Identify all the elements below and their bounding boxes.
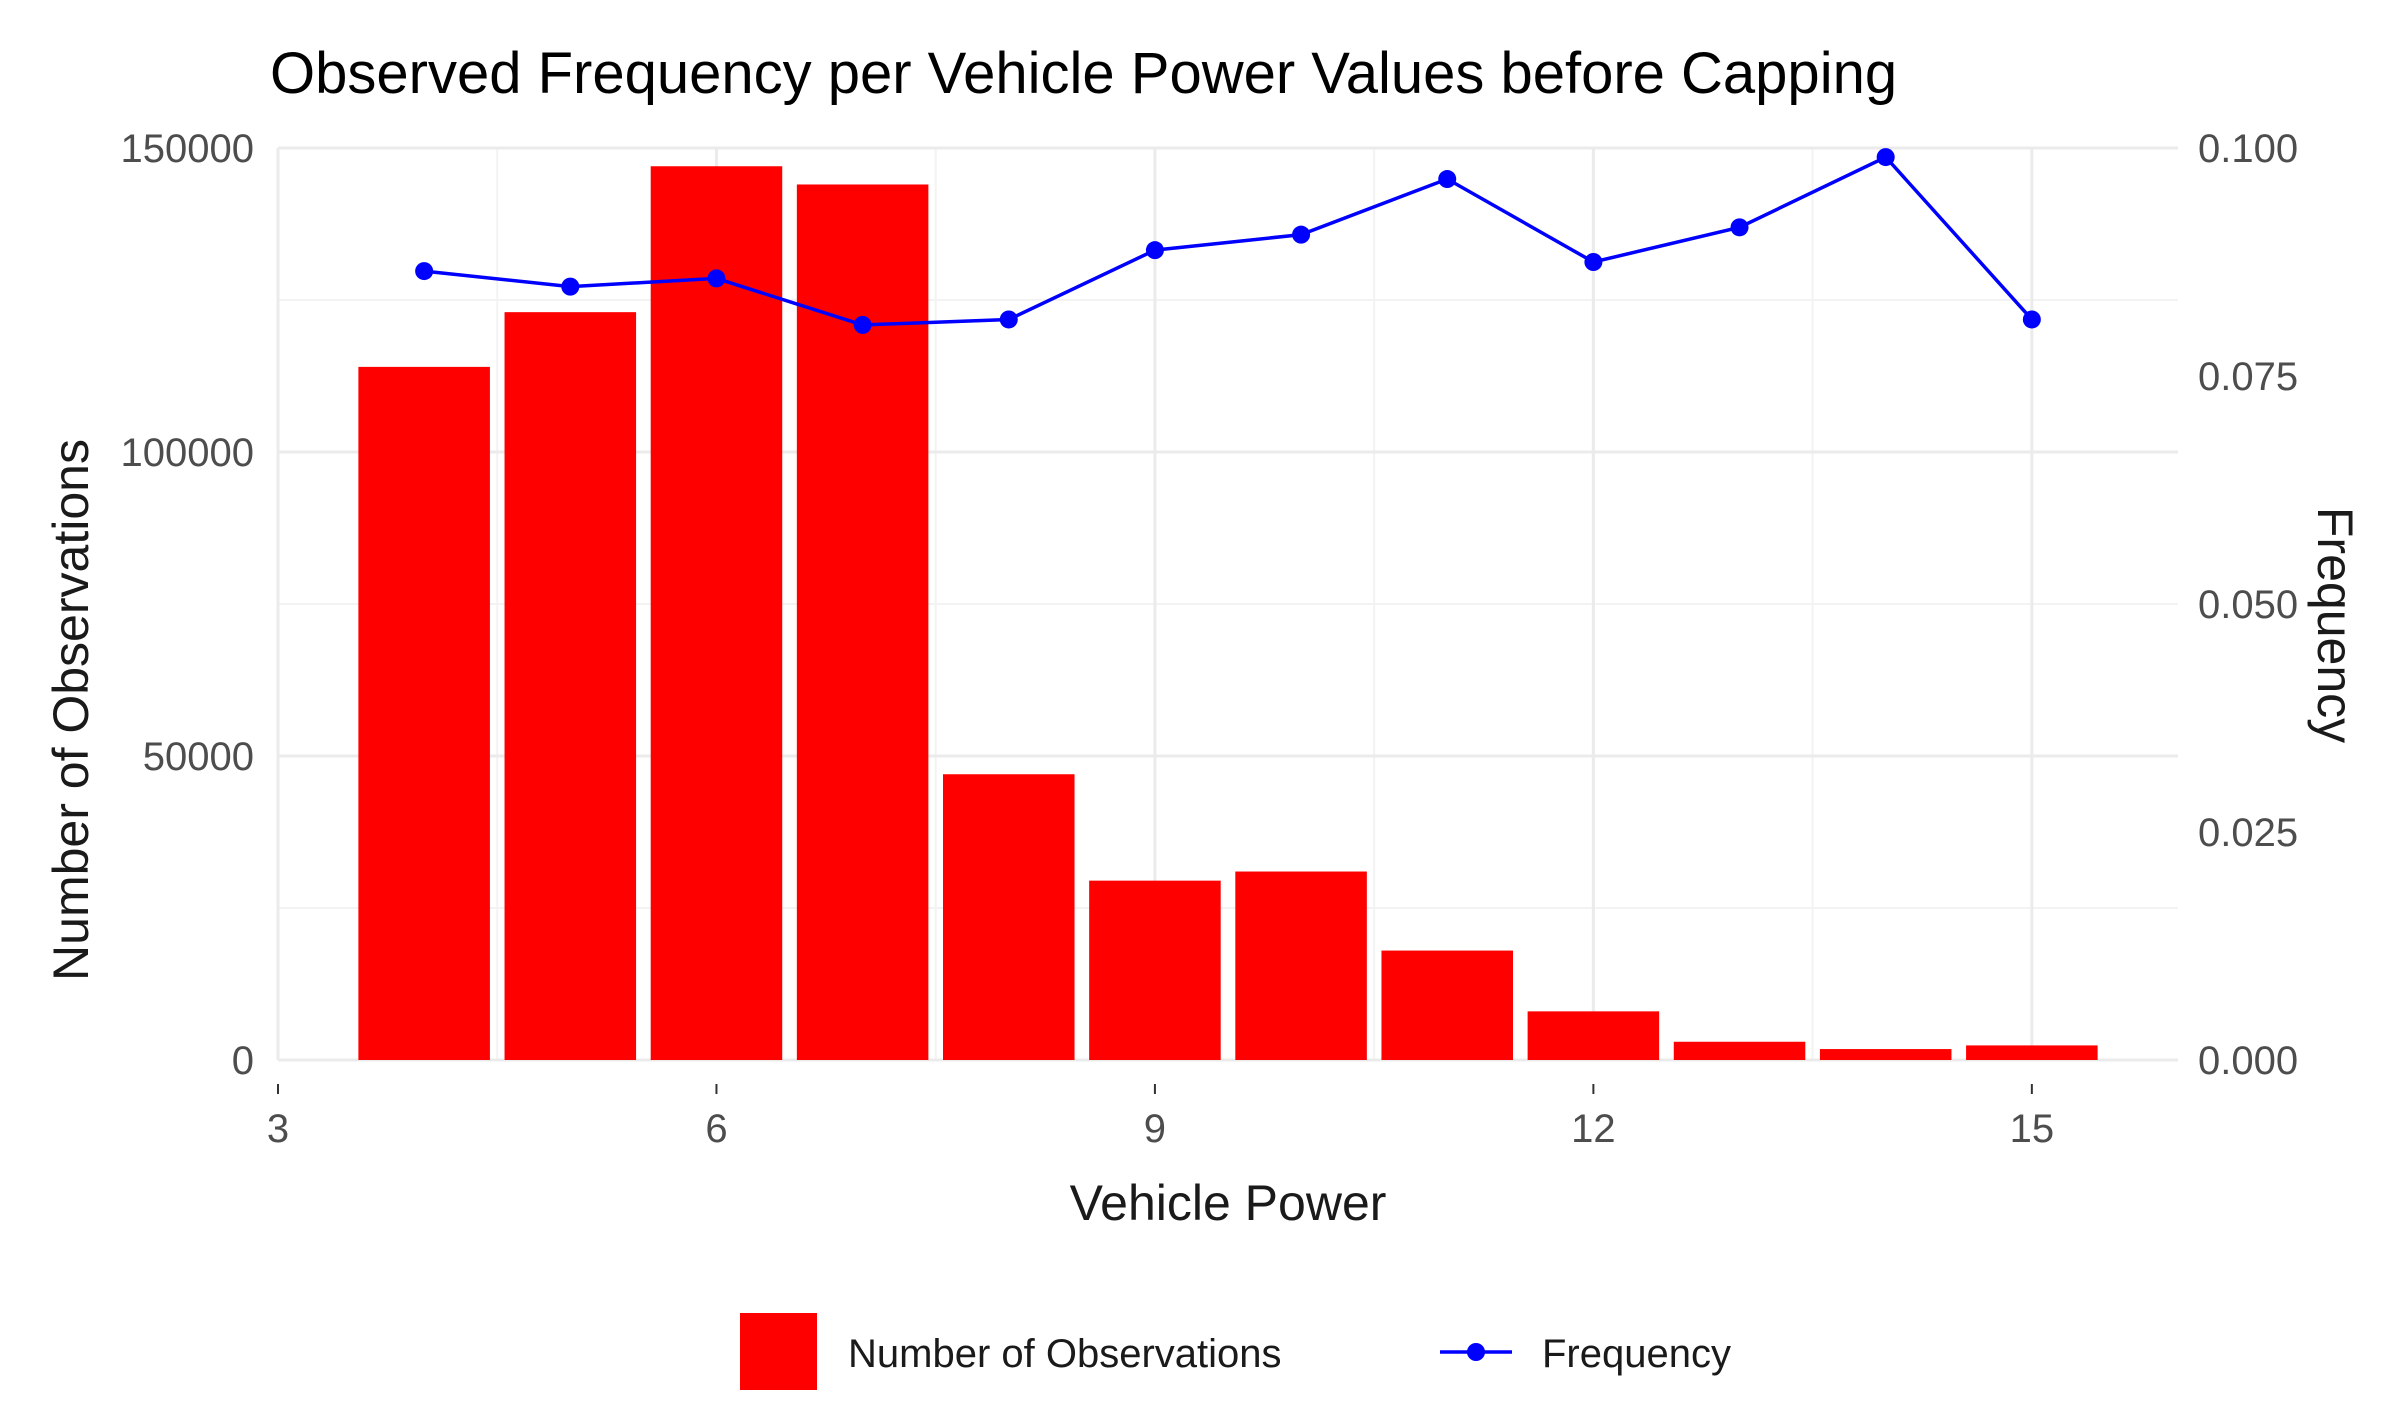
frequency-point-8 xyxy=(999,310,1018,329)
x-tick-label: 15 xyxy=(2010,1107,2055,1151)
secondary-y-axis-title: Frequency xyxy=(2307,507,2363,743)
frequency-point-5 xyxy=(561,277,580,296)
x-tick-label: 3 xyxy=(267,1107,289,1151)
bar-observations-5 xyxy=(504,312,637,1060)
bar-observations-4 xyxy=(358,366,490,1060)
legend-point-swatch xyxy=(1467,1343,1485,1361)
x-tick-label: 12 xyxy=(1571,1107,1616,1151)
y-tick-label: 150000 xyxy=(121,127,254,171)
y2-tick-label: 0.025 xyxy=(2198,811,2298,855)
frequency-point-9 xyxy=(1145,241,1164,260)
frequency-point-15 xyxy=(2022,310,2041,329)
frequency-line xyxy=(423,154,2034,327)
bar-observations-8 xyxy=(943,774,1075,1060)
frequency-point-14 xyxy=(1876,148,1895,167)
x-tick-label: 9 xyxy=(1144,1107,1166,1151)
frequency-point-4 xyxy=(415,262,434,281)
x-axis-title: Vehicle Power xyxy=(1070,1175,1387,1231)
y-tick-label: 100000 xyxy=(121,431,254,475)
legend-label-frequency: Frequency xyxy=(1542,1332,1731,1376)
y-axis-title: Number of Observations xyxy=(43,439,99,981)
chart-title: Observed Frequency per Vehicle Power Val… xyxy=(270,41,1897,106)
y2-tick-label: 0.050 xyxy=(2198,583,2298,627)
y-tick-label: 0 xyxy=(232,1039,254,1083)
frequency-point-7 xyxy=(853,315,872,334)
legend-label-observations: Number of Observations xyxy=(848,1332,1282,1376)
legend-bar-swatch xyxy=(740,1313,817,1390)
bar-observations-14 xyxy=(1819,1049,1952,1060)
axes: 3 6 9 12 15 0 50000 100000 150000 0.000 0.025 0.050… xyxy=(121,127,2299,1151)
bar-observations-6 xyxy=(650,166,783,1061)
bar-observations-7 xyxy=(796,184,929,1061)
bar-observations-10 xyxy=(1235,871,1367,1060)
bar-observations-13 xyxy=(1673,1041,1806,1060)
bar-observations-11 xyxy=(1381,950,1513,1060)
bar-observations-15 xyxy=(1966,1045,2098,1060)
frequency-point-13 xyxy=(1730,218,1749,237)
frequency-series xyxy=(415,148,2041,334)
legend: Number of Observations Frequency xyxy=(740,1313,1731,1390)
y-tick-label: 50000 xyxy=(143,735,254,779)
bar-observations-12 xyxy=(1527,1011,1660,1060)
x-tick-label: 6 xyxy=(705,1107,727,1151)
y2-tick-label: 0.075 xyxy=(2198,355,2298,399)
frequency-point-12 xyxy=(1584,253,1603,271)
y2-tick-label: 0.100 xyxy=(2198,127,2298,171)
frequency-point-10 xyxy=(1292,225,1311,244)
bar-observations-9 xyxy=(1089,880,1221,1060)
y2-tick-label: 0.000 xyxy=(2198,1039,2298,1083)
frequency-point-6 xyxy=(707,269,726,288)
frequency-point-11 xyxy=(1438,170,1457,189)
